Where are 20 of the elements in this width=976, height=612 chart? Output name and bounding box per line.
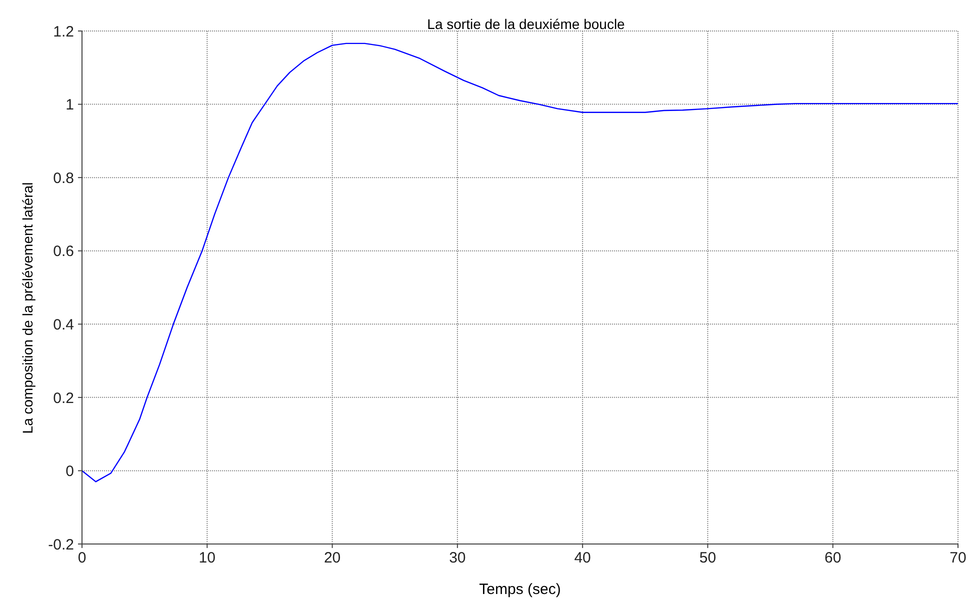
y-tick-label: 1.2 xyxy=(53,23,74,40)
x-tick-label: 0 xyxy=(78,550,86,567)
y-tick-label: 0 xyxy=(66,463,74,480)
x-tick-label: 40 xyxy=(574,550,591,567)
y-axis-title: La composition de la prélévement latéral xyxy=(20,182,36,434)
y-tick-label: -0.2 xyxy=(48,536,74,554)
y-tick-label: 0.6 xyxy=(53,243,74,260)
x-tick-label: 10 xyxy=(198,550,216,567)
x-tick-label: 70 xyxy=(950,550,966,567)
x-tick-label: 20 xyxy=(324,550,341,567)
chart-title: La sortie de la deuxiéme boucle xyxy=(427,16,625,32)
y-tick-label: 0.8 xyxy=(53,170,74,187)
y-tick-label: 1 xyxy=(66,96,74,114)
x-tick-label: 50 xyxy=(699,550,716,567)
x-tick-label: 30 xyxy=(449,550,466,567)
x-tick-label: 60 xyxy=(824,550,842,567)
x-axis-title: Temps (sec) xyxy=(479,581,561,598)
y-tick-label: 0.4 xyxy=(53,316,74,334)
y-tick-label: 0.2 xyxy=(53,390,74,407)
line-series xyxy=(82,42,958,482)
